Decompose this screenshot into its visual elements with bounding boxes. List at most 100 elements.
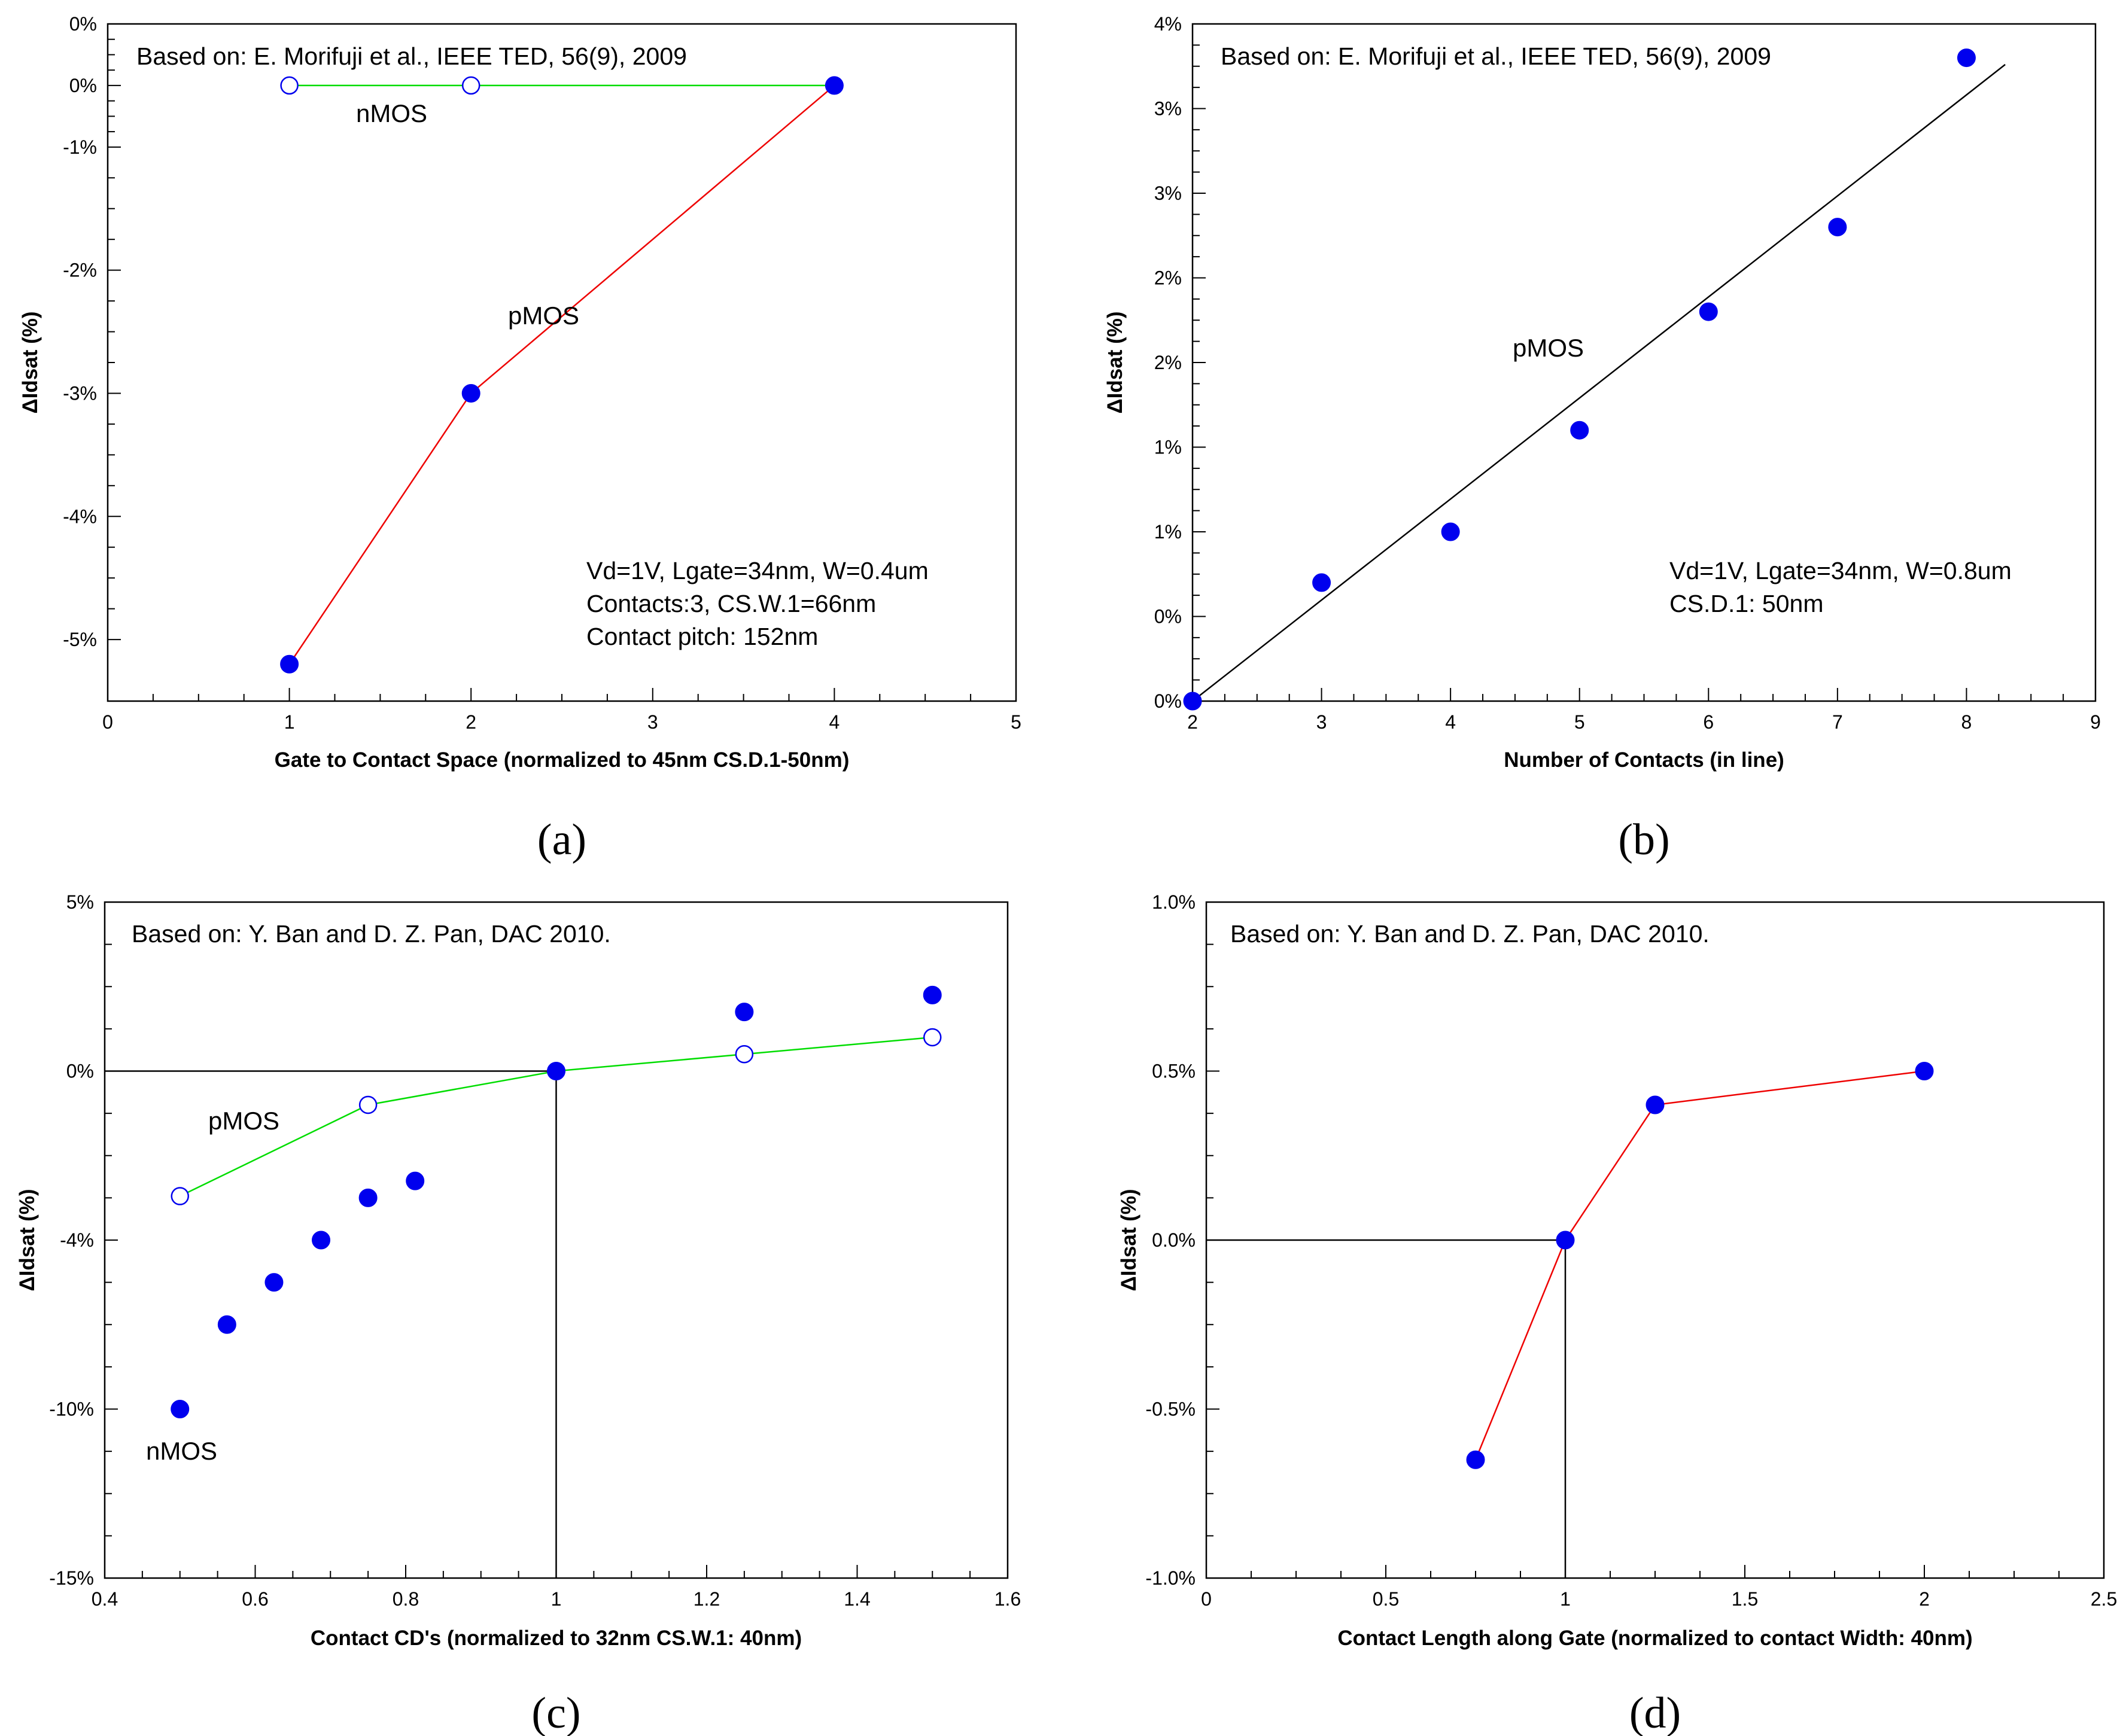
source-note: Based on: Y. Ban and D. Z. Pan, DAC 2010… (1230, 920, 1710, 948)
source-note: Based on: E. Morifuji et al., IEEE TED, … (1221, 42, 1771, 70)
series-label: pMOS (1513, 334, 1584, 362)
x-tick-label: 3 (1316, 711, 1327, 733)
series-label: pMOS (508, 301, 579, 330)
panel-c: 0.4 0.6 0.8 1 1.2 1.4 1.6 5% 0% -4% -10% -15% Contac… (16, 891, 1021, 1736)
y-axis-title: ΔIdsat (%) (16, 1189, 39, 1291)
y-axis-title: ΔIdsat (%) (19, 311, 42, 413)
y-tick-label: 2% (1154, 352, 1182, 373)
y-tick-label: 1.0% (1152, 891, 1196, 913)
x-tick-label: 1 (551, 1588, 562, 1610)
data-point (1312, 573, 1331, 592)
x-tick-label: 0.6 (242, 1588, 268, 1610)
panel-caption: (a) (537, 815, 586, 864)
series-data (1466, 1062, 1934, 1469)
panel-d: 0 0.5 1 1.5 2 2.5 1.0% 0.5% 0.0% -0.5% -1.0% Contac… (1117, 891, 2117, 1736)
x-tick-label: 1.5 (1732, 1588, 1758, 1610)
data-point (1570, 421, 1589, 440)
y-tick-label: -15% (49, 1567, 94, 1589)
series-label: pMOS (208, 1107, 279, 1135)
condition-text: Contact pitch: 152nm (586, 623, 818, 650)
x-axis-title: Number of Contacts (in line) (1504, 748, 1784, 772)
y-tick-label: 3% (1154, 98, 1182, 120)
fit-line (1192, 63, 2006, 702)
x-axis-title: Contact CD's (normalized to 32nm CS.W.1:… (311, 1627, 802, 1650)
data-point (1556, 1231, 1575, 1250)
data-point (461, 76, 480, 95)
y-tick-label: 4% (1154, 13, 1182, 35)
data-point (358, 1188, 378, 1207)
series-pmos (280, 76, 844, 674)
data-point (461, 383, 480, 403)
x-tick-label: 4 (829, 711, 840, 733)
x-tick-label: 0.4 (92, 1588, 118, 1610)
y-tick-label: 0.5% (1152, 1061, 1196, 1082)
y-axis-title: ΔIdsat (%) (1103, 311, 1127, 413)
x-tick-label: 2 (1187, 711, 1198, 733)
x-tick-label: 0 (102, 711, 113, 733)
y-tick-label: 1% (1154, 521, 1182, 543)
y-tick-label: 0% (1154, 690, 1182, 712)
data-point (1915, 1062, 1934, 1080)
x-tick-label: 1 (1560, 1588, 1571, 1610)
x-tick-label: 8 (1961, 711, 1972, 733)
source-note: Based on: E. Morifuji et al., IEEE TED, … (136, 42, 687, 70)
data-point (171, 1400, 190, 1418)
x-tick-label: 7 (1832, 711, 1843, 733)
x-tick-label: 0 (1201, 1588, 1212, 1610)
x-tick-label: 2.5 (2091, 1588, 2117, 1610)
data-point (1957, 48, 1976, 68)
series-nmos (171, 985, 942, 1418)
data-point (264, 1273, 284, 1292)
x-tick-label: 4 (1445, 711, 1456, 733)
condition-text: Vd=1V, Lgate=34nm, W=0.8um (1669, 557, 2012, 584)
series-pmos (1183, 48, 1976, 711)
data-point (923, 1028, 942, 1047)
y-tick-label: 1% (1154, 437, 1182, 458)
y-tick-label: -10% (49, 1399, 94, 1420)
data-point (406, 1171, 425, 1190)
x-tick-label: 1 (284, 711, 295, 733)
y-tick-label: 0% (69, 13, 97, 35)
data-point (312, 1231, 331, 1250)
x-tick-label: 9 (2090, 711, 2101, 733)
condition-text: Vd=1V, Lgate=34nm, W=0.4um (586, 557, 929, 584)
y-tick-label: 0% (69, 75, 97, 96)
data-point (735, 1045, 754, 1064)
data-point (280, 76, 299, 95)
x-tick-label: 3 (647, 711, 658, 733)
data-point (1441, 522, 1460, 541)
x-tick-label: 2 (466, 711, 476, 733)
x-tick-label: 1.6 (994, 1588, 1021, 1610)
data-point (1183, 692, 1202, 711)
series-label: nMOS (146, 1437, 217, 1465)
x-axis-title: Contact Length along Gate (normalized to… (1337, 1627, 1972, 1650)
condition-text: CS.D.1: 50nm (1669, 590, 1824, 617)
x-tick-label: 0.8 (393, 1588, 419, 1610)
data-point (923, 985, 942, 1004)
y-tick-label: -5% (63, 629, 97, 650)
y-tick-label: 5% (66, 891, 94, 913)
data-point (1646, 1095, 1665, 1114)
panel-b: 2 3 4 5 6 7 8 9 4% 3% 3% 2% 2% 1% 1% 0% 0% Number of Cont… (1103, 13, 2101, 864)
x-tick-label: 5 (1011, 711, 1021, 733)
panel-a: 0 1 2 3 4 5 0% 0% -1% -2% -3% -4% -5% Gate to Contact… (19, 13, 1021, 864)
source-note: Based on: Y. Ban and D. Z. Pan, DAC 2010… (132, 920, 611, 948)
x-tick-label: 0.5 (1373, 1588, 1399, 1610)
data-point (217, 1315, 236, 1334)
x-tick-label: 1.2 (694, 1588, 720, 1610)
panel-caption: (d) (1629, 1689, 1681, 1736)
series-line (1474, 1070, 1925, 1460)
data-point (1828, 218, 1847, 237)
y-axis-title: ΔIdsat (%) (1117, 1189, 1140, 1291)
y-tick-label: 3% (1154, 182, 1182, 204)
panel-caption: (b) (1618, 815, 1669, 864)
data-point (825, 76, 844, 95)
x-tick-label: 5 (1574, 711, 1585, 733)
y-tick-label: -4% (60, 1229, 94, 1251)
y-tick-label: 0.0% (1152, 1229, 1196, 1251)
x-axis-title: Gate to Contact Space (normalized to 45n… (275, 748, 850, 772)
x-tick-label: 6 (1703, 711, 1714, 733)
y-tick-label: 0% (1154, 606, 1182, 628)
